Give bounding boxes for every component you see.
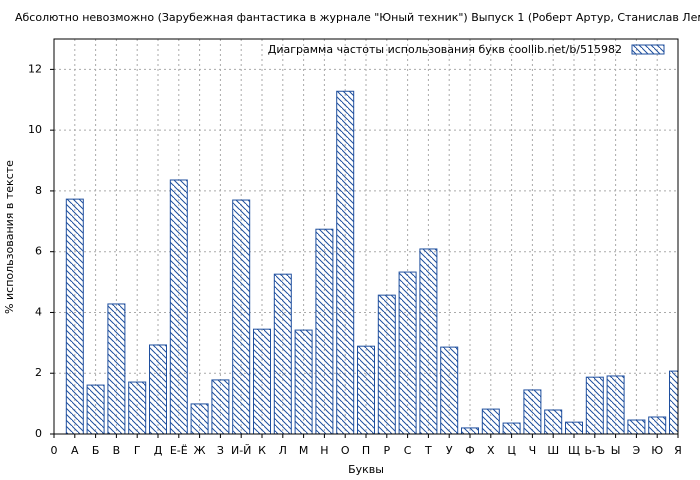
bar (565, 421, 583, 434)
x-tick-label: Ф (465, 444, 474, 457)
bar (523, 389, 542, 434)
x-tick-label: Д (154, 444, 163, 457)
x-tick-label: Л (279, 444, 287, 457)
x-tick-label: М (299, 444, 309, 457)
y-tick-label: 12 (28, 62, 42, 75)
y-axis-label: % использования в тексте (3, 160, 16, 314)
bar (440, 346, 459, 434)
legend-swatch (631, 44, 665, 55)
bar (336, 90, 355, 434)
legend: Диаграмма частоты использования букв coo… (268, 43, 665, 56)
bar (190, 403, 209, 434)
x-tick-label: К (258, 444, 266, 457)
bar (398, 271, 417, 434)
bar (294, 329, 313, 434)
x-tick-label: Т (424, 444, 432, 457)
x-tick-label: Х (487, 444, 495, 457)
x-tick-label: Ю (651, 444, 663, 457)
bar (377, 294, 396, 434)
bar (481, 408, 500, 434)
bars (65, 90, 678, 434)
x-tick-label: П (362, 444, 370, 457)
y-tick-label: 10 (28, 123, 42, 136)
x-tick-label: Ь-Ъ (584, 444, 605, 457)
bar (232, 199, 251, 434)
x-tick-label: С (404, 444, 412, 457)
chart-title: Абсолютно невозможно (Зарубежная фантаст… (15, 11, 700, 24)
bar (357, 345, 375, 434)
x-tick-label: Ц (507, 444, 516, 457)
y-tick-label: 8 (35, 184, 42, 197)
bar (128, 381, 147, 434)
x-tick-label: Р (383, 444, 390, 457)
y-tick-label: 0 (35, 427, 42, 440)
x-tick-label: Ч (529, 444, 537, 457)
x-tick-label: В (113, 444, 121, 457)
bar (211, 379, 230, 434)
x-tick-label: Я (674, 444, 682, 457)
bar (419, 248, 438, 434)
x-tick-label: Н (320, 444, 328, 457)
bar (107, 303, 126, 434)
x-tick-label: Ы (611, 444, 621, 457)
bar (86, 384, 105, 434)
bar (544, 409, 563, 434)
x-tick-label: Б (92, 444, 100, 457)
bar (169, 179, 188, 434)
x-tick-label: Ш (547, 444, 559, 457)
bar (461, 427, 479, 434)
bar (648, 416, 667, 434)
legend-label: Диаграмма частоты использования букв coo… (268, 43, 622, 56)
x-tick-label: 0 (51, 444, 58, 457)
x-tick-label: Ж (194, 444, 206, 457)
grid (54, 39, 678, 435)
bar (502, 422, 521, 434)
x-tick-label: Щ (568, 444, 580, 457)
x-axis-label: Буквы (348, 463, 384, 476)
x-tick-label: Г (134, 444, 141, 457)
bar (253, 328, 271, 434)
bar (585, 376, 604, 434)
y-tick-label: 6 (35, 245, 42, 258)
bar (65, 198, 84, 434)
x-tick-label: З (217, 444, 224, 457)
bar (273, 273, 292, 434)
x-tick-label: О (341, 444, 350, 457)
x-tick-label: У (446, 444, 453, 457)
y-tick-label: 4 (35, 305, 42, 318)
x-tick-label: А (71, 444, 79, 457)
bar (149, 344, 167, 434)
x-tick-label: И-Й (231, 444, 251, 457)
bar (606, 375, 625, 434)
bar (627, 419, 646, 434)
bar (669, 370, 678, 434)
bar (315, 228, 334, 434)
x-tick-label: Э (633, 444, 641, 457)
x-tick-label: Е-Ё (170, 444, 188, 457)
y-tick-label: 2 (35, 366, 42, 379)
